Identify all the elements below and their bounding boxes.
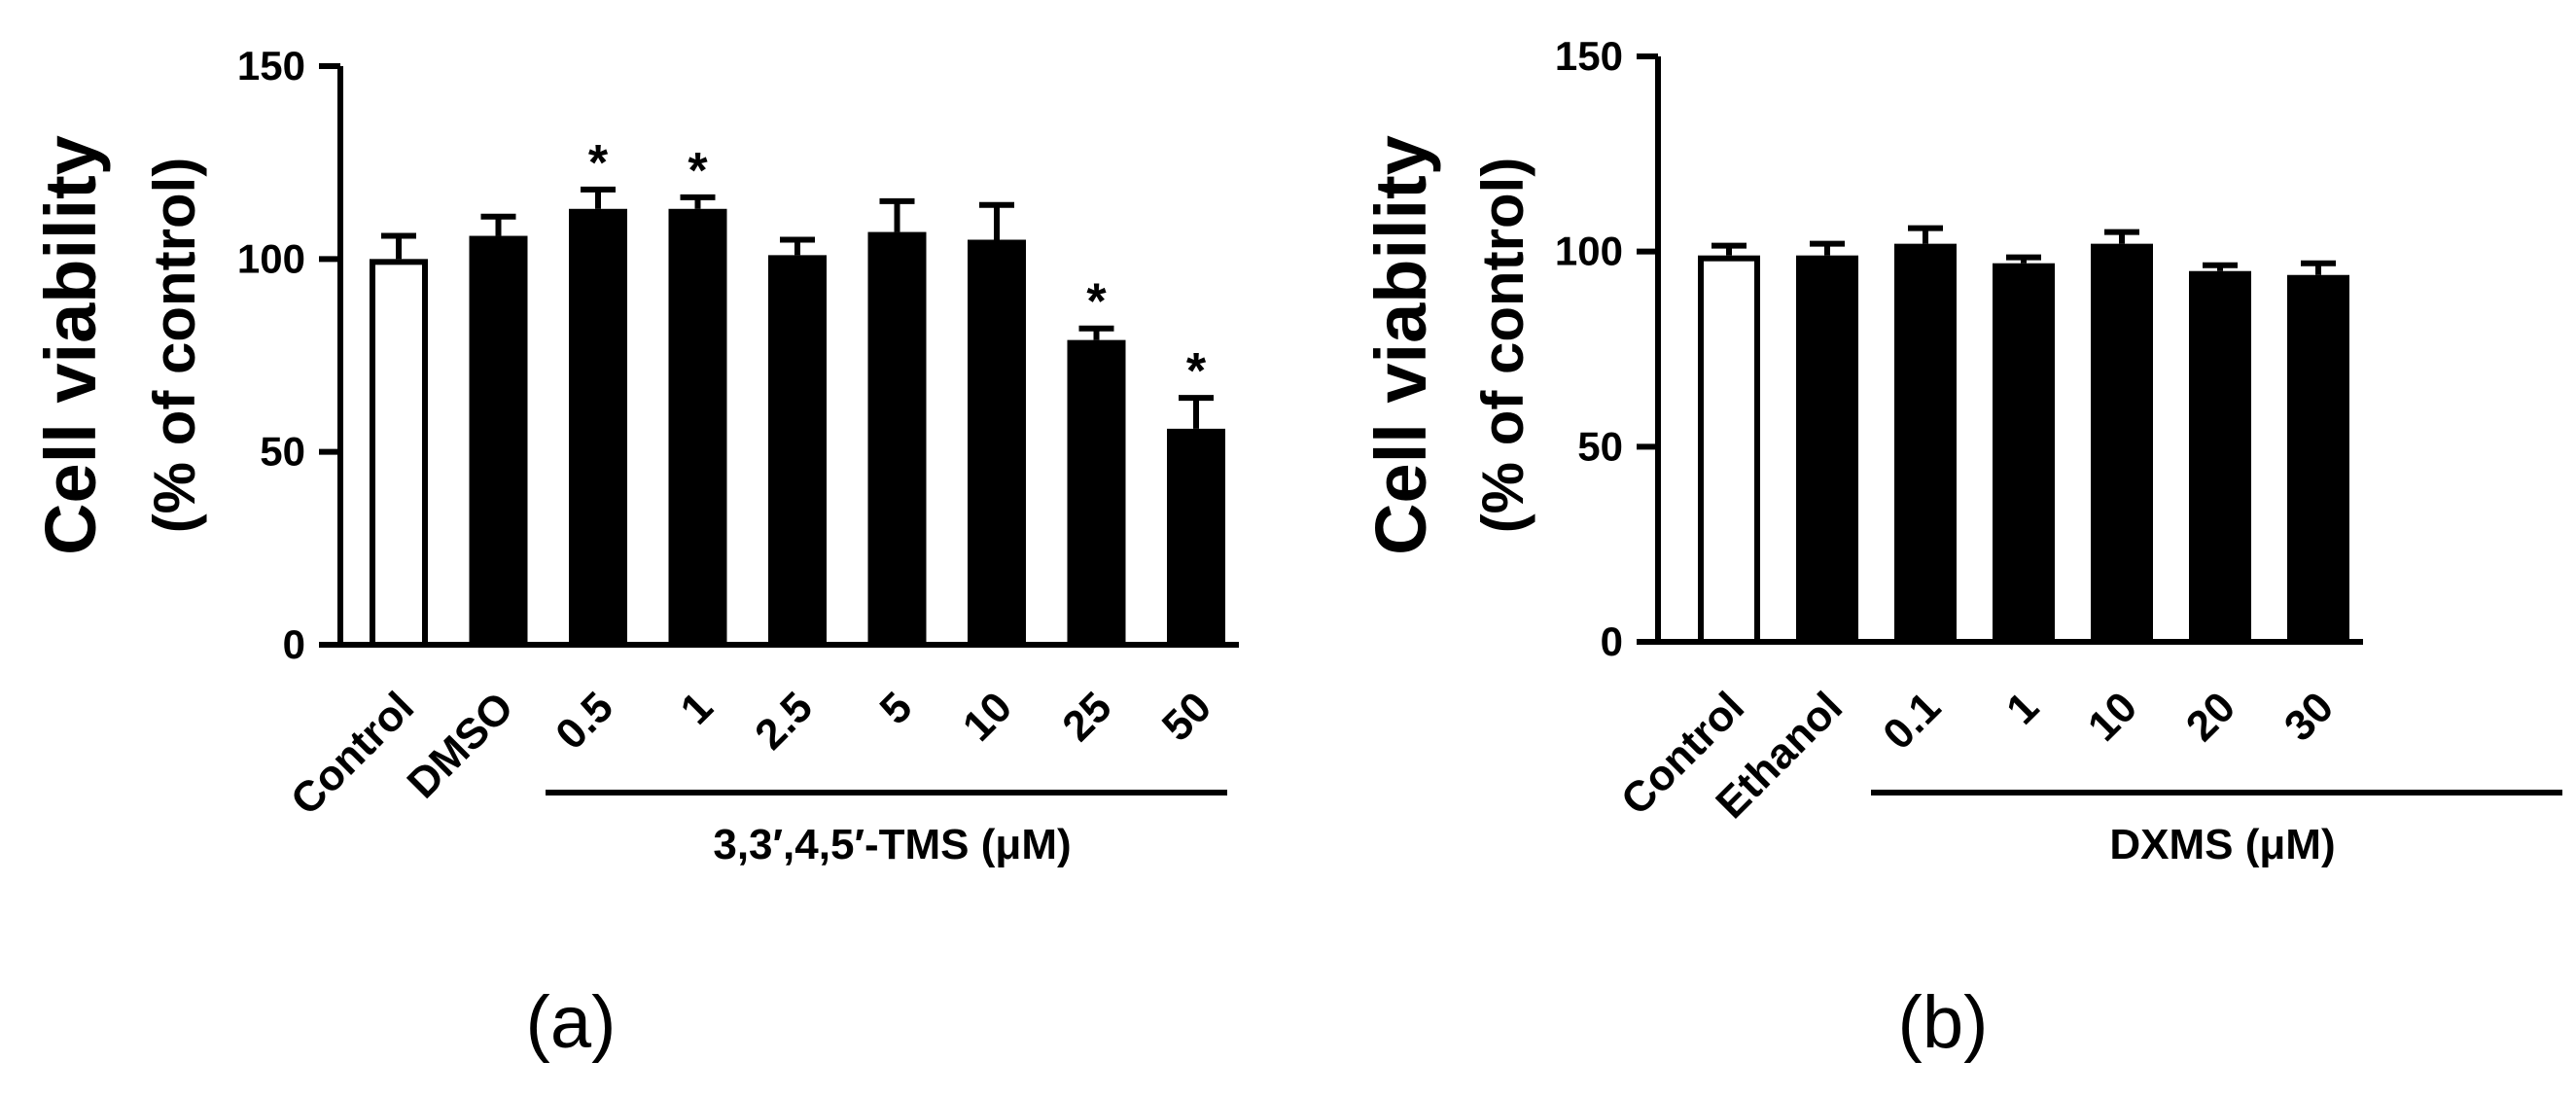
panel-b-bar <box>2091 243 2153 642</box>
panel-a-bar <box>1067 339 1126 645</box>
panel-a-significance-marker: * <box>1186 343 1207 400</box>
panel-a-y-axis-label: Cell viability <box>30 135 111 555</box>
panel-a-bar <box>1167 428 1225 645</box>
panel-a-category-label: Control <box>282 683 423 824</box>
panel-b-bar <box>1894 243 1957 642</box>
panel-a-y-tick-label: 50 <box>260 429 305 475</box>
panel-a-category-label: 25 <box>1053 683 1120 750</box>
panel-b-category-label: 30 <box>2276 683 2343 750</box>
panel-b-category-label: 1 <box>1997 683 2048 733</box>
panel-a-category-label: 1 <box>672 683 723 733</box>
panel-a-category-label: DMSO <box>399 683 523 807</box>
panel-a-bar <box>469 235 528 646</box>
panel-b-bar <box>1796 255 1858 642</box>
panel-a-category-label: 2.5 <box>746 683 822 759</box>
panel-a-y-axis-label-unit: (% of control) <box>142 158 207 534</box>
panel-a-bar <box>867 231 927 646</box>
panel-b-bar <box>2189 270 2251 642</box>
panel-b-y-tick-label: 100 <box>1555 229 1623 274</box>
panel-b-y-axis-label: Cell viability <box>1360 135 1441 555</box>
panel-b-category-label: 20 <box>2177 683 2244 750</box>
panel-b-y-axis-label-unit: (% of control) <box>1470 158 1535 534</box>
panel-b-bar <box>2287 274 2349 642</box>
panel-a-group-label: 3,3′,4,5′-TMS (μM) <box>713 821 1071 868</box>
panel-a-y-tick-label: 100 <box>237 235 305 281</box>
panel-b-category-label: 10 <box>2079 683 2146 750</box>
panel-a-significance-marker: * <box>1086 274 1107 331</box>
panel-b-y-tick-label: 0 <box>1601 619 1623 664</box>
panel-b-bar <box>1993 263 2055 642</box>
panel-a-y-tick-label: 0 <box>283 621 305 667</box>
panel-b-bar <box>1698 255 1760 645</box>
panel-label-b: (b) <box>1897 981 1989 1064</box>
panel-b-y-tick-label: 50 <box>1577 423 1623 469</box>
panel-a-significance-marker: * <box>588 135 609 192</box>
panel-a-category-label: 5 <box>871 683 922 733</box>
panel-a-y-tick-label: 150 <box>237 43 305 88</box>
panel-a-bar <box>668 208 727 645</box>
panel-b-category-label: 0.1 <box>1874 683 1950 759</box>
panel-b-y-tick-label: 150 <box>1555 33 1623 79</box>
panel-a-category-label: 0.5 <box>547 683 622 759</box>
panel-a-bar <box>569 208 627 645</box>
panel-a-category-label: 50 <box>1153 683 1220 750</box>
panel-a-significance-marker: * <box>688 143 708 199</box>
panel-label-a: (a) <box>525 981 617 1064</box>
panel-a-bar <box>968 239 1026 645</box>
panel-a-bar <box>768 255 827 645</box>
panel-a-category-label: 10 <box>954 683 1021 750</box>
panel-b-group-label: DXMS (μM) <box>2109 821 2335 868</box>
panel-a-bar <box>370 259 428 648</box>
